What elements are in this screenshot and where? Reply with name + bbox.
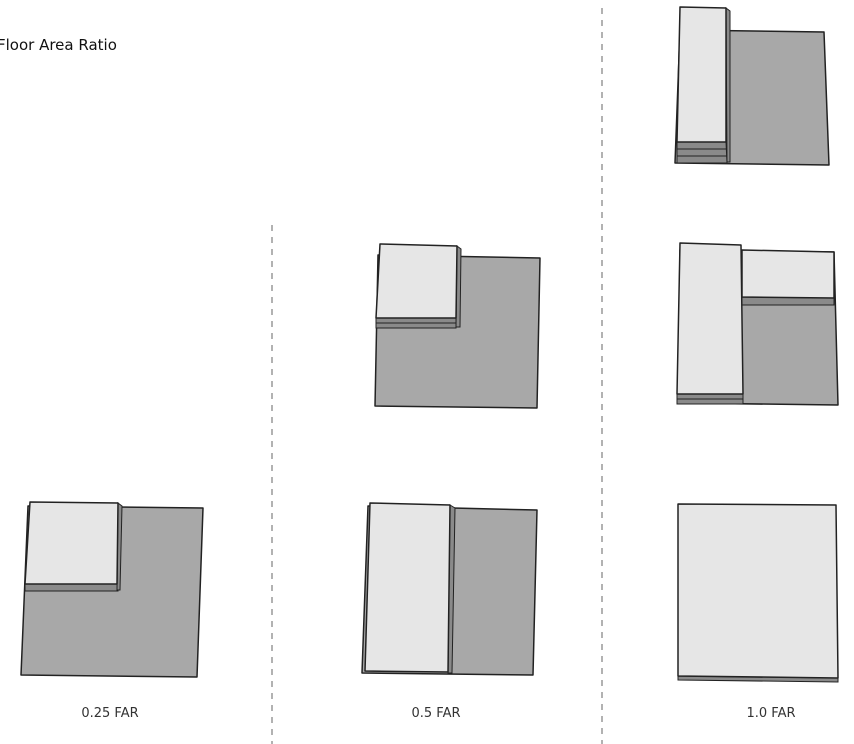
lot-10-middle xyxy=(676,242,839,406)
label: 0.25 FAR xyxy=(81,706,138,721)
label: 0.5 FAR xyxy=(411,706,460,721)
title: Floor Area Ratio xyxy=(0,36,117,54)
label: 1.0 FAR xyxy=(746,706,795,721)
lot-05-lower xyxy=(361,502,538,676)
lot-025 xyxy=(20,501,204,678)
lot-05-upper xyxy=(374,243,541,409)
lot-10-top xyxy=(674,6,830,166)
lot-10-bottom xyxy=(677,503,839,683)
